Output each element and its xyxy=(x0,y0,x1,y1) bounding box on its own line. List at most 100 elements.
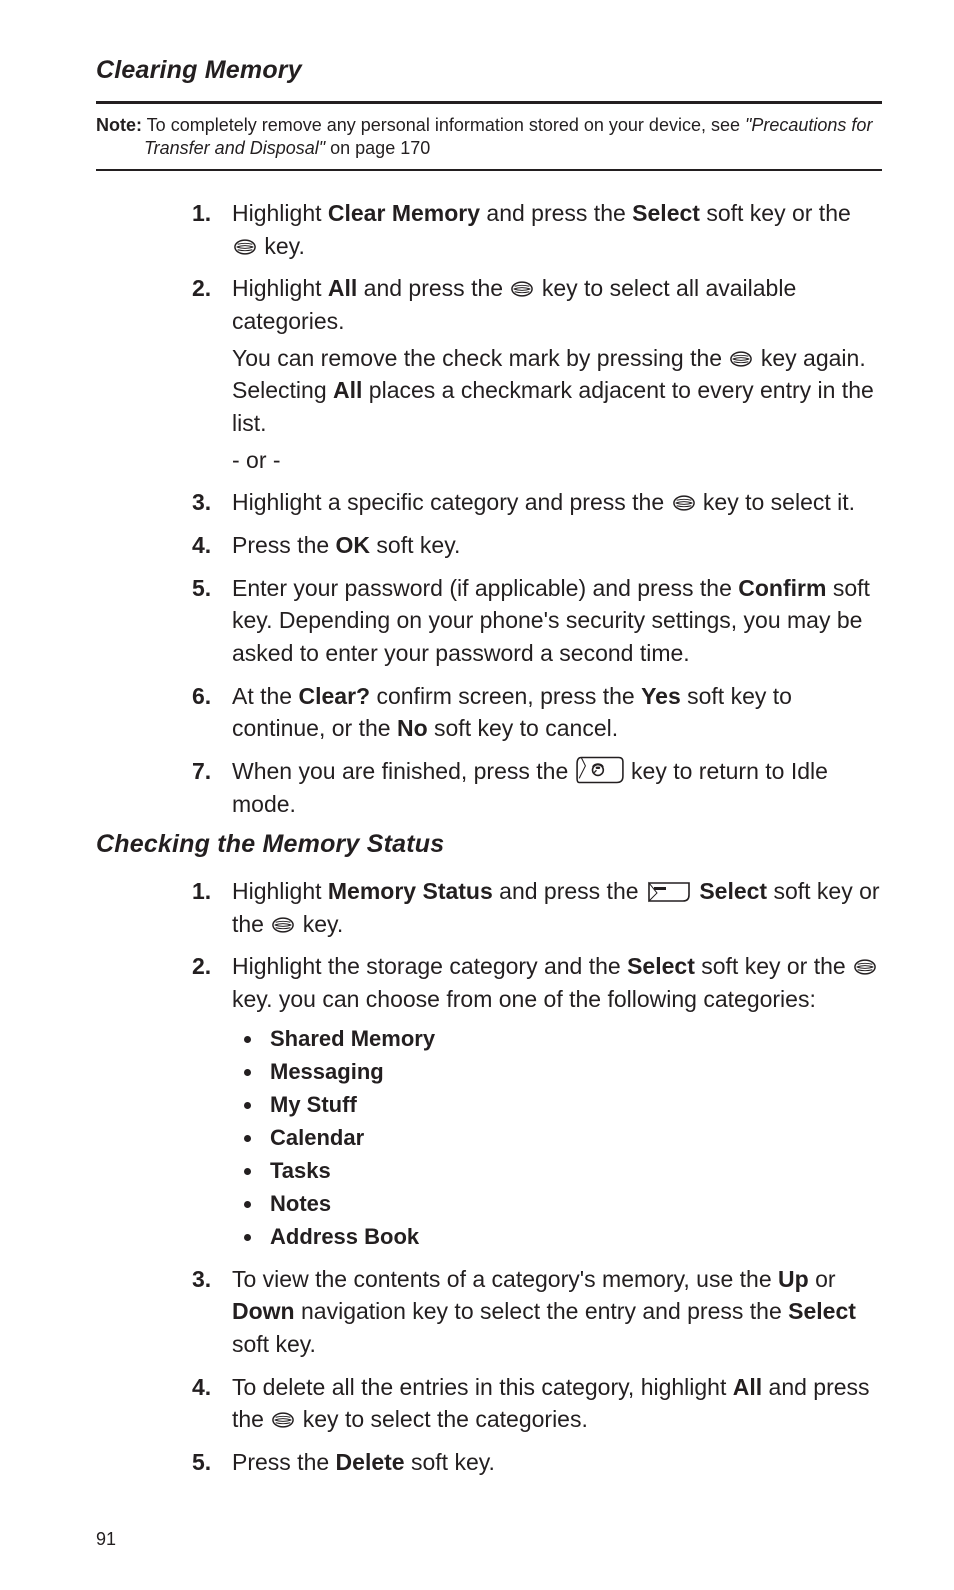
text-run: Select xyxy=(788,1298,856,1324)
step-item: 5. Enter your password (if applicable) an… xyxy=(192,572,882,670)
bullet-item: Notes xyxy=(264,1187,882,1220)
note-bottom-rule xyxy=(96,169,882,171)
step-body: Press the Delete soft key. xyxy=(232,1446,882,1479)
heading-memory-status: Checking the Memory Status xyxy=(96,830,882,859)
text-run: Delete xyxy=(336,1449,405,1475)
text-run: and press the xyxy=(480,200,632,226)
text-run: and press the xyxy=(493,878,645,904)
end-key-icon xyxy=(575,755,625,785)
text-run: To view the contents of a category's mem… xyxy=(232,1266,778,1292)
step-number: 4. xyxy=(192,529,211,562)
step-body: Highlight a specific category and press … xyxy=(232,486,882,519)
text-run: soft key or the xyxy=(695,953,852,979)
text-run: To delete all the entries in this catego… xyxy=(232,1374,733,1400)
bullet-list: Shared MemoryMessagingMy StuffCalendarTa… xyxy=(232,1022,882,1253)
text-run: Highlight xyxy=(232,878,328,904)
bullet-item: Tasks xyxy=(264,1154,882,1187)
step-body: Highlight All and press the key to selec… xyxy=(232,272,882,337)
step-item: 3.Highlight a specific category and pres… xyxy=(192,486,882,519)
step-item: 7.When you are finished, press the key t… xyxy=(192,755,882,820)
disc-icon xyxy=(852,956,878,978)
heading-clearing-memory: Clearing Memory xyxy=(96,56,882,85)
step-body: To view the contents of a category's mem… xyxy=(232,1263,882,1361)
step-body: To delete all the entries in this catego… xyxy=(232,1371,882,1436)
disc-icon xyxy=(232,236,258,258)
steps-memory-status: 1.Highlight Memory Status and press the … xyxy=(96,875,882,1479)
text-run: Memory Status xyxy=(328,878,493,904)
disc-icon xyxy=(270,914,296,936)
bullet-item: Messaging xyxy=(264,1055,882,1088)
disc-icon xyxy=(509,278,535,300)
page-number: 91 xyxy=(96,1529,882,1550)
text-run: soft key to cancel. xyxy=(428,715,618,741)
note-label: Note: xyxy=(96,115,142,135)
text-run: Enter your password (if applicable) and … xyxy=(232,575,738,601)
step-item: 2. Highlight the storage category and the… xyxy=(192,950,882,1252)
disc-icon xyxy=(270,1409,296,1431)
step-body: Press the OK soft key. xyxy=(232,529,882,562)
step-item: 5. Press the Delete soft key. xyxy=(192,1446,882,1479)
text-run: Highlight a specific category and press … xyxy=(232,489,671,515)
text-run: Press the xyxy=(232,532,336,558)
text-run: When you are finished, press the xyxy=(232,758,575,784)
note-block: Note: To completely remove any personal … xyxy=(96,114,882,159)
text-run: key to select the categories. xyxy=(296,1406,588,1432)
text-run: soft key. xyxy=(405,1449,495,1475)
text-run: At the xyxy=(232,683,298,709)
text-run: soft key. xyxy=(232,1331,316,1357)
text-run: soft key. xyxy=(370,532,460,558)
text-run: Select xyxy=(632,200,700,226)
step-body: Highlight the storage category and the S… xyxy=(232,950,882,1015)
step-number: 6. xyxy=(192,680,211,713)
disc-icon xyxy=(671,492,697,514)
step-number: 3. xyxy=(192,1263,211,1296)
text-run: Yes xyxy=(641,683,681,709)
text-run: Highlight xyxy=(232,200,328,226)
text-run: or xyxy=(809,1266,836,1292)
text-run: All xyxy=(333,377,362,403)
text-run: key. you can choose from one of the foll… xyxy=(232,986,816,1012)
text-run: Clear? xyxy=(298,683,370,709)
step-item: 4. Press the OK soft key. xyxy=(192,529,882,562)
text-run: Down xyxy=(232,1298,295,1324)
step-number: 2. xyxy=(192,950,211,983)
steps-clearing-memory: 1. Highlight Clear Memory and press the S… xyxy=(96,197,882,820)
step-item: 6. At the Clear? confirm screen, press th… xyxy=(192,680,882,745)
note-text-1: To completely remove any personal inform… xyxy=(142,115,745,135)
step-number: 5. xyxy=(192,572,211,605)
bullet-item: My Stuff xyxy=(264,1088,882,1121)
step-number: 1. xyxy=(192,875,211,908)
text-run: Highlight the storage category and the xyxy=(232,953,627,979)
step-sub: You can remove the check mark by pressin… xyxy=(232,342,882,440)
step-sub: - or - xyxy=(232,444,882,477)
step-number: 5. xyxy=(192,1446,211,1479)
text-run: key. xyxy=(258,233,305,259)
text-run: - or - xyxy=(232,447,281,473)
step-number: 1. xyxy=(192,197,211,230)
note-text-2: on page 170 xyxy=(325,138,430,158)
step-item: 2. Highlight All and press the key to sel… xyxy=(192,272,882,476)
text-run: navigation key to select the entry and p… xyxy=(295,1298,789,1324)
step-body: When you are finished, press the key to … xyxy=(232,755,882,820)
soft-key-left-icon xyxy=(645,879,693,905)
text-run: Up xyxy=(778,1266,809,1292)
text-run: soft key or the xyxy=(700,200,851,226)
bullet-item: Shared Memory xyxy=(264,1022,882,1055)
text-run: Press the xyxy=(232,1449,336,1475)
text-run: key. xyxy=(296,911,343,937)
step-item: 1. Highlight Clear Memory and press the S… xyxy=(192,197,882,262)
step-item: 1.Highlight Memory Status and press the … xyxy=(192,875,882,940)
text-run: Clear Memory xyxy=(328,200,480,226)
text-run: confirm screen, press the xyxy=(370,683,641,709)
text-run: No xyxy=(397,715,428,741)
step-number: 4. xyxy=(192,1371,211,1404)
text-run: Select xyxy=(627,953,695,979)
text-run: OK xyxy=(336,532,371,558)
text-run: You can remove the check mark by pressin… xyxy=(232,345,728,371)
text-run: and press the xyxy=(357,275,509,301)
step-body: Highlight Clear Memory and press the Sel… xyxy=(232,197,882,262)
note-top-rule xyxy=(96,101,882,104)
text-run: All xyxy=(733,1374,762,1400)
step-number: 2. xyxy=(192,272,211,305)
text-run: Select xyxy=(699,878,767,904)
